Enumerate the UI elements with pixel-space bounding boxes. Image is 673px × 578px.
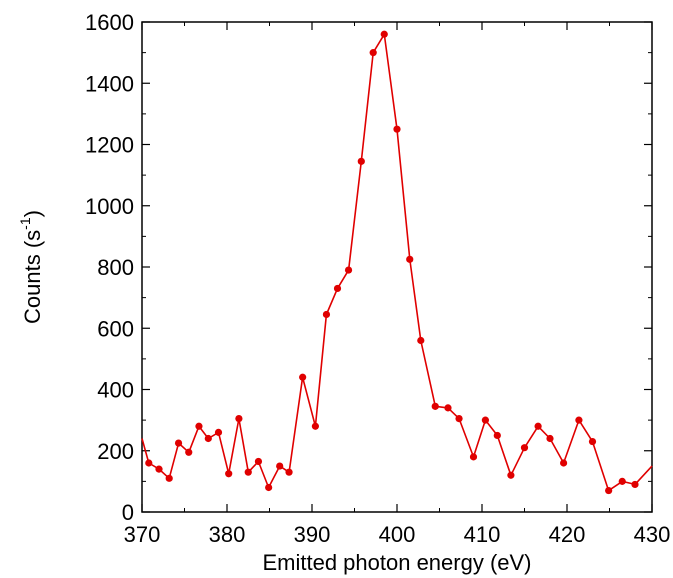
data-point bbox=[333, 284, 342, 293]
x-tick-label: 400 bbox=[379, 522, 416, 547]
data-point bbox=[393, 125, 401, 133]
data-point bbox=[265, 483, 273, 492]
x-tick-label: 370 bbox=[124, 522, 161, 547]
data-point bbox=[244, 468, 252, 476]
data-point bbox=[322, 310, 331, 319]
data-point bbox=[431, 402, 439, 410]
y-tick-label: 200 bbox=[97, 439, 134, 464]
data-point bbox=[254, 457, 263, 466]
data-point bbox=[380, 30, 388, 38]
axis-tick-labels: 370 380 390 400 410 420 430 0 200 400 600 800 1000 12… bbox=[85, 10, 670, 547]
x-tick-label: 430 bbox=[634, 522, 671, 547]
y-tick-label: 400 bbox=[97, 378, 134, 403]
data-point bbox=[195, 422, 203, 430]
series-line bbox=[141, 33, 653, 492]
y-tick-label: 0 bbox=[122, 500, 134, 525]
y-axis-title-group: Counts (s-1) bbox=[17, 210, 45, 324]
data-point bbox=[618, 477, 626, 485]
y-tick-label: 1600 bbox=[85, 10, 134, 35]
data-point bbox=[455, 414, 463, 423]
x-tick-label: 420 bbox=[549, 522, 586, 547]
y-tick-label: 1000 bbox=[85, 194, 134, 219]
data-point bbox=[481, 416, 489, 424]
data-point bbox=[520, 444, 529, 452]
data-point bbox=[469, 453, 478, 461]
y-tick-label: 600 bbox=[97, 316, 134, 341]
y-axis-title: Counts (s bbox=[20, 230, 45, 324]
data-point bbox=[406, 255, 414, 263]
svg-text:Counts (s-1): Counts (s-1) bbox=[17, 210, 45, 324]
data-point bbox=[369, 49, 377, 57]
x-tick-label: 390 bbox=[294, 522, 331, 547]
axis-ticks bbox=[141, 21, 653, 513]
y-tick-label: 800 bbox=[97, 255, 134, 280]
data-point bbox=[155, 465, 163, 473]
data-point bbox=[444, 404, 452, 412]
data-point bbox=[493, 431, 501, 440]
data-point bbox=[344, 266, 353, 274]
data-point bbox=[235, 414, 243, 423]
x-tick-label: 410 bbox=[464, 522, 501, 547]
data-point bbox=[214, 428, 223, 436]
data-point bbox=[165, 474, 173, 482]
y-axis-title-superscript: -1 bbox=[17, 217, 33, 230]
data-point bbox=[357, 157, 365, 165]
data-point bbox=[417, 336, 425, 345]
data-point bbox=[534, 422, 542, 430]
data-point bbox=[605, 486, 613, 495]
data-point bbox=[507, 471, 515, 479]
data-point bbox=[145, 459, 153, 467]
series-layer bbox=[141, 30, 653, 495]
data-point bbox=[225, 470, 233, 478]
data-point bbox=[588, 437, 597, 446]
data-point bbox=[174, 439, 183, 447]
x-tick-label: 380 bbox=[209, 522, 246, 547]
data-point bbox=[285, 468, 293, 476]
data-point bbox=[299, 373, 307, 381]
x-axis-title: Emitted photon energy (eV) bbox=[262, 550, 531, 575]
y-tick-label: 1200 bbox=[85, 133, 134, 158]
data-point bbox=[276, 462, 284, 470]
data-point bbox=[311, 422, 319, 430]
data-point bbox=[185, 448, 193, 456]
plot-frame bbox=[141, 21, 653, 513]
data-point bbox=[575, 416, 583, 424]
data-point bbox=[631, 480, 639, 489]
data-point bbox=[560, 459, 568, 467]
y-axis-title-close: ) bbox=[20, 210, 45, 217]
y-tick-label: 1400 bbox=[85, 71, 134, 96]
data-point bbox=[204, 434, 212, 443]
data-point bbox=[546, 434, 554, 443]
